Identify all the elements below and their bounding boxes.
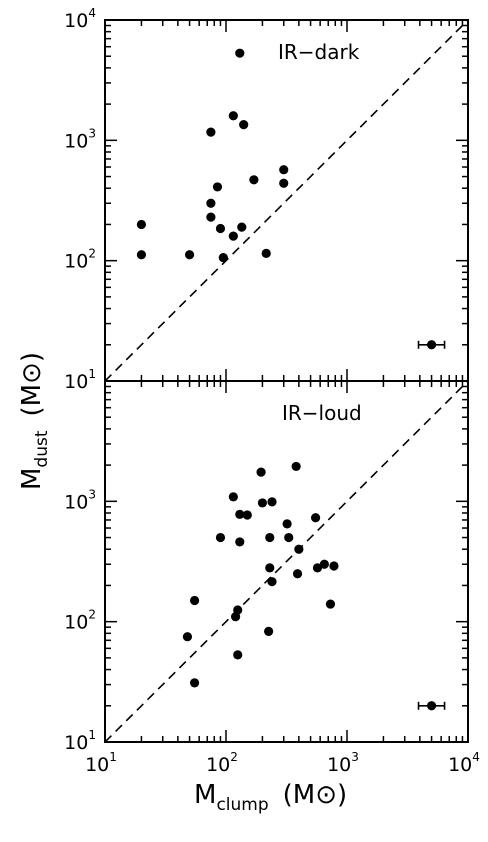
bottom-data-point [310, 513, 321, 523]
top-data-point [215, 223, 226, 234]
bottom-x-tick-label: 104 [448, 750, 480, 776]
top-data-point [206, 212, 216, 222]
top-y-tick-label: 101 [64, 367, 96, 393]
bottom-y-tick-label: 101 [64, 728, 96, 754]
top-y-tick-labels: 101 102 103 104 [64, 6, 96, 393]
bottom-data-point [292, 569, 303, 579]
top-data-point [249, 175, 259, 185]
bottom-data-point [267, 497, 277, 507]
x-axis-label: Mclump (M⊙) [194, 780, 347, 815]
y-axis-label: Mdust (M⊙) [17, 352, 52, 490]
bottom-data-point [235, 509, 245, 519]
bottom-points [182, 461, 339, 688]
bottom-error-bar-sample [417, 701, 446, 711]
bottom-data-point [267, 577, 277, 587]
top-data-point [279, 165, 289, 175]
bottom-data-point [282, 519, 292, 529]
y-axis-label-units: (M⊙) [17, 352, 47, 417]
bottom-data-point [242, 510, 252, 520]
top-points [136, 48, 289, 263]
top-panel-title: IR−dark [278, 40, 360, 64]
bottom-y-tick-label: 102 [64, 608, 96, 634]
panel-ir-dark: 101 102 103 104 IR−dark [64, 6, 468, 393]
top-data-point [235, 48, 245, 58]
top-data-point [228, 111, 238, 121]
bottom-x-tick-label: 101 [85, 750, 117, 776]
bottom-data-point [291, 461, 301, 472]
bottom-data-point [228, 492, 238, 502]
top-data-point [184, 250, 195, 260]
top-data-point [136, 250, 147, 260]
bottom-data-point [189, 595, 200, 606]
top-error-bar-sample [417, 340, 446, 350]
bottom-x-tick-label: 102 [206, 750, 238, 776]
bottom-data-point [189, 678, 200, 688]
bottom-panel-title: IR−loud [282, 401, 362, 425]
y-axis-label-sub: dust [32, 430, 52, 467]
bottom-data-point [319, 559, 329, 569]
top-data-point [206, 127, 216, 137]
top-y-tick-label: 102 [64, 247, 96, 273]
top-y-tick-label: 104 [64, 6, 96, 32]
bottom-data-point [265, 532, 275, 543]
bottom-data-point [256, 467, 266, 477]
bottom-y-tick-labels: 101 102 103 [64, 487, 96, 754]
top-y-tick-label: 103 [64, 126, 96, 152]
x-axis-label-units: (M⊙) [283, 780, 348, 810]
bottom-data-point [325, 599, 336, 609]
top-data-point [279, 178, 289, 188]
bottom-data-point [257, 498, 268, 508]
bottom-data-point [329, 561, 339, 571]
bottom-data-point [284, 532, 294, 543]
bottom-data-point [182, 632, 193, 642]
top-data-point [212, 182, 223, 192]
bottom-data-point [294, 544, 304, 554]
top-one-to-one-line [105, 20, 468, 381]
bottom-data-point [230, 612, 241, 622]
top-reference-line [105, 20, 468, 381]
bottom-data-point [215, 532, 226, 543]
top-data-point [136, 219, 147, 230]
bottom-one-to-one-line [105, 381, 468, 742]
bottom-y-tick-label: 103 [64, 487, 96, 513]
bottom-x-tick-label: 103 [327, 750, 359, 776]
x-axis-label-main: M [194, 780, 216, 810]
top-error-bar-point [426, 340, 437, 350]
bottom-data-point [265, 563, 275, 573]
top-data-point [239, 120, 249, 130]
top-data-point [228, 231, 238, 241]
bottom-data-point [312, 563, 323, 573]
y-axis-label-main: M [17, 468, 47, 490]
top-data-point [206, 198, 216, 208]
bottom-frame [104, 380, 469, 743]
bottom-data-point [235, 537, 245, 547]
bottom-reference-line [105, 381, 468, 742]
top-data-point [218, 253, 228, 263]
bottom-x-tick-labels: 101 102 103 104 [85, 750, 480, 776]
top-data-point [237, 222, 247, 232]
bottom-data-point [233, 650, 243, 660]
bottom-error-bar-point [426, 701, 437, 711]
x-axis-label-sub: clump [216, 795, 268, 815]
bottom-data-point [264, 626, 274, 637]
panel-ir-loud: 101 102 103 101 102 103 104 IR−loud [64, 381, 480, 776]
top-data-point [261, 248, 271, 258]
